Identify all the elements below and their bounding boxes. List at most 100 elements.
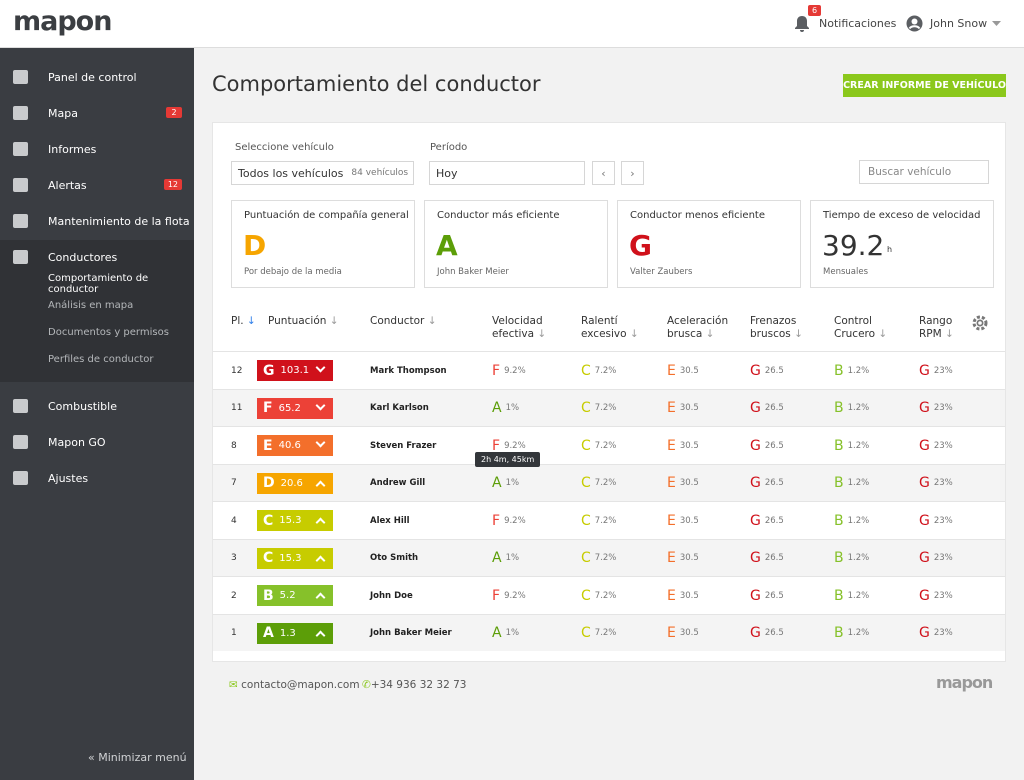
score-badge[interactable]: C 15.3 [257,510,333,531]
menu-item[interactable]: Informes [0,131,194,167]
driver-name[interactable]: Karl Karlson [370,403,429,413]
menu-label[interactable]: Combustible [48,399,117,413]
chevron[interactable] [315,480,326,490]
column-header[interactable]: Aceleración brusca [667,315,737,341]
vehicle-value[interactable]: Todos los vehículos [238,166,344,180]
menu-item[interactable]: Ajustes [0,460,194,496]
menu-item[interactable]: Alertas 12 [0,167,194,203]
menu-icon[interactable] [13,250,28,264]
menu-item[interactable]: Mapon GO [0,424,194,460]
search-input[interactable]: Buscar vehículo [859,160,989,184]
menu-icon[interactable] [13,471,28,485]
bell-icon[interactable] [793,14,811,34]
driver-name[interactable]: Mark Thompson [370,365,447,376]
column-header[interactable]: Pl. [231,315,261,328]
menu-label[interactable]: Mantenimiento de la flota [48,214,190,228]
metric-grade: E [667,550,676,566]
user-name[interactable]: John Snow [930,17,988,30]
driver-name[interactable]: John Baker Meier [370,628,452,638]
menu-item[interactable]: Conductores [0,239,194,275]
table-row[interactable]: 4 C 15.3 Alex Hill F 9.2% C 7.2% E 30.5 G 26.5 B 1.2%… [213,501,1005,539]
menu-icon[interactable] [13,106,28,120]
score-badge[interactable]: F 65.2 [257,397,333,419]
minimize-label[interactable]: Minimizar menú [98,751,187,764]
menu-label[interactable]: Alertas [48,178,87,192]
footer-email[interactable]: ✉ contacto@mapon.com [229,679,360,691]
chevron[interactable] [315,437,326,448]
submenu-item[interactable]: Análisis en mapa [48,300,134,311]
phone[interactable]: +34 936 32 32 73 [370,679,467,691]
period-value[interactable]: Hoy [436,166,458,180]
table-row[interactable]: 11 F 65.2 Karl Karlson A 1% C 7.2% E 30.5 G 26.5 B 1.… [213,388,1005,426]
menu-label[interactable]: Conductores [48,250,118,264]
chevron[interactable] [315,400,326,410]
column-header[interactable]: Conductor [370,315,460,328]
menu-item[interactable]: Combustible [0,388,194,424]
column-header[interactable]: Control Crucero [834,315,894,341]
score-badge[interactable]: B 5.2 [257,585,333,606]
chevron[interactable] [315,362,326,373]
metric: E 30.5 [667,615,699,652]
column-header[interactable]: Rango RPM [919,315,969,341]
menu-item[interactable]: Mapa 2 [0,95,194,131]
submenu-item[interactable]: Perfiles de conductor [48,354,154,365]
score-badge[interactable]: A 1.3 [257,622,333,644]
column-header[interactable]: Ralentí excesivo [581,315,641,341]
search-placeholder[interactable]: Buscar vehículo [868,166,952,178]
metric-value: 9.2% [504,440,526,451]
driver-name[interactable]: Steven Frazer [370,440,437,451]
settings-icon[interactable] [972,315,988,331]
footer-logo: mapon [936,673,993,692]
place: 2 [231,590,237,601]
menu-icon[interactable] [13,214,28,228]
minimize-menu[interactable]: « Minimizar menú [88,751,187,764]
menu-label[interactable]: Ajustes [48,471,89,485]
menu-item[interactable]: Panel de control [0,59,194,95]
menu-item[interactable]: Mantenimiento de la flota [0,203,194,239]
menu-label[interactable]: Informes [48,142,97,156]
table-row[interactable]: 3 C 15.3 Oto Smith A 1% C 7.2% E 30.5 G 26.5 B 1.2% G 2… [213,538,1005,576]
driver-name[interactable]: Oto Smith [370,553,419,563]
table-row[interactable]: 1 A 1.3 John Baker Meier A 1% C 7.2% E 30.5 G 26.5 B… [213,613,1005,652]
menu-label[interactable]: Mapa [48,106,78,120]
vehicle-count[interactable]: 84 vehículos [351,168,409,178]
menu-icon[interactable] [13,142,28,156]
column-header[interactable]: Puntuación [268,315,358,328]
next-button[interactable]: › [621,161,644,185]
driver-name[interactable]: John Doe [370,590,413,601]
user-icon[interactable] [906,15,923,32]
driver-name[interactable]: Andrew Gill [370,478,426,488]
submenu-item[interactable]: Documentos y permisos [48,327,169,338]
menu-icon[interactable] [13,435,28,449]
chevron[interactable] [315,517,326,528]
vehicle-select[interactable]: Todos los vehículos 84 vehículos [231,161,414,185]
footer-phone[interactable]: ✆+34 936 32 32 73 [362,679,467,691]
notifications-link[interactable]: Notificaciones [819,17,897,30]
chevron[interactable] [315,630,326,640]
column-header[interactable]: Velocidad efectiva [492,315,562,341]
logo[interactable]: mapon [13,6,112,37]
score-badge[interactable]: G 103.1 [257,360,333,381]
table-row[interactable]: 2 B 5.2 John Doe F 9.2% C 7.2% E 30.5 G 26.5 B 1.2% G 2… [213,576,1005,614]
table-row[interactable]: 7 D 20.6 Andrew Gill A 1% C 7.2% E 30.5 G 26.5 B 1.2%… [213,463,1005,501]
score-badge[interactable]: E 40.6 [257,435,333,456]
menu-label[interactable]: Panel de control [48,70,137,84]
score-badge[interactable]: C 15.3 [257,547,333,569]
column-header[interactable]: Frenazos bruscos [750,315,820,341]
score-badge[interactable]: D 20.6 [257,472,333,494]
chevron[interactable] [315,555,326,565]
menu-label[interactable]: Mapon GO [48,435,106,449]
menu-icon[interactable] [13,70,28,84]
table-row[interactable]: 8 E 40.6 Steven Frazer F 9.2% C 7.2% E 30.5 G 26.5 B… [213,426,1005,464]
period-select[interactable]: Hoy [429,161,585,185]
prev-button[interactable]: ‹ [592,161,615,185]
menu-icon[interactable] [13,399,28,413]
menu-icon[interactable] [13,178,28,192]
email[interactable]: contacto@mapon.com [241,679,360,691]
user-caret[interactable] [992,21,1001,27]
create-report-button[interactable]: CREAR INFORME DE VEHÍCULO [843,74,1006,97]
driver-name[interactable]: Alex Hill [370,515,410,526]
submenu-item[interactable]: Comportamiento de conductor [48,273,149,295]
chevron[interactable] [315,592,326,603]
table-row[interactable]: 12 G 103.1 Mark Thompson F 9.2% C 7.2% E 30.5 G 26.… [213,351,1005,389]
